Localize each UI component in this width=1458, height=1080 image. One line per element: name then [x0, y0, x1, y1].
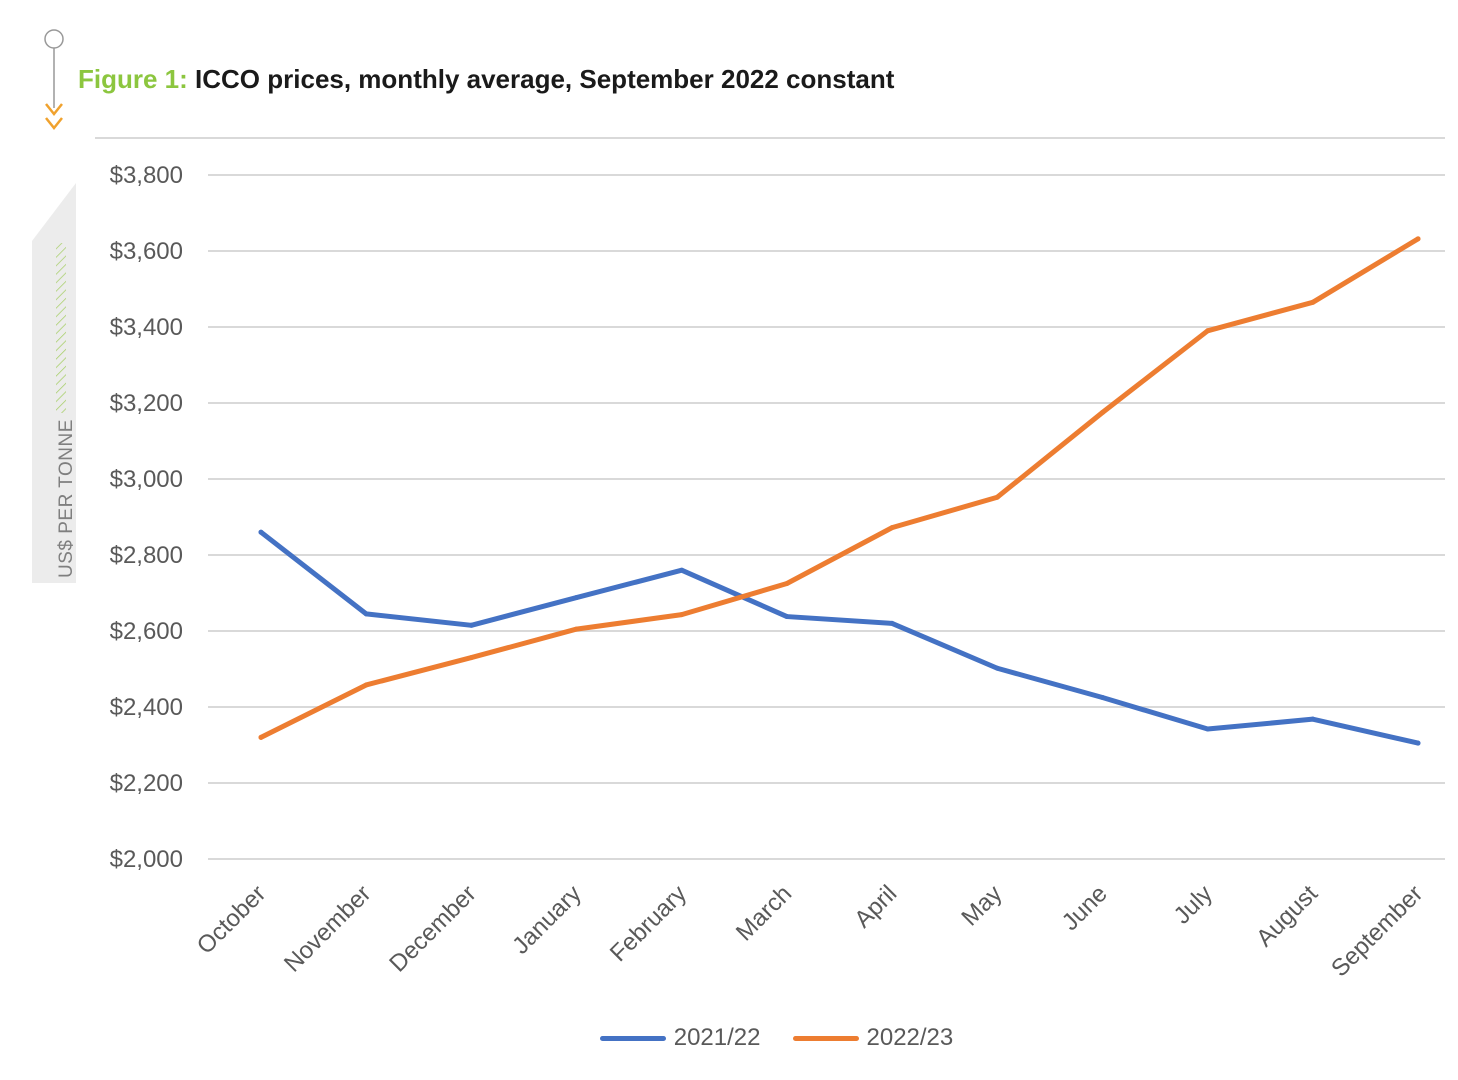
figure-label: Figure 1: — [78, 64, 188, 94]
y-tick-label: $2,800 — [110, 542, 183, 569]
x-tick-label: May — [956, 880, 1007, 931]
data-point — [889, 620, 895, 626]
data-point — [994, 665, 1000, 671]
legend-item-2021-22: 2021/22 — [505, 1024, 761, 1052]
x-tick-label: August — [1251, 880, 1323, 952]
data-point — [363, 611, 369, 617]
data-point — [258, 734, 264, 740]
data-point — [258, 529, 264, 535]
legend-item-2022-23: 2022/23 — [792, 1024, 954, 1052]
x-tick-label: July — [1169, 880, 1218, 929]
data-point — [1099, 410, 1105, 415]
y-tick-label: $2,200 — [110, 770, 183, 797]
series-line-2021-22 — [258, 529, 1421, 746]
data-point — [994, 494, 1000, 500]
series-line-2022-23 — [258, 236, 1421, 740]
y-tick-label: $3,000 — [110, 466, 183, 493]
data-point — [1310, 299, 1316, 305]
y-tick-label: $3,400 — [110, 314, 183, 341]
y-tick-label: $3,200 — [110, 390, 183, 417]
figure-marker-icon — [44, 29, 64, 131]
data-point — [468, 622, 474, 628]
data-point — [784, 614, 790, 620]
x-tick-label: September — [1326, 880, 1428, 982]
data-point — [784, 581, 790, 586]
x-tick-label: December — [384, 880, 481, 977]
data-point — [1310, 716, 1316, 722]
y-tick-label: $2,000 — [110, 846, 183, 873]
legend-label-2021-22: 2021/22 — [673, 1024, 761, 1051]
title-divider — [95, 137, 1445, 139]
data-point — [1099, 695, 1105, 700]
figure-title-text: ICCO prices, monthly average, September … — [195, 64, 895, 94]
figure-header: Figure 1: ICCO prices, monthly average, … — [0, 0, 1458, 140]
y-tick-label: $3,800 — [110, 162, 183, 189]
data-point — [889, 525, 895, 531]
y-tick-label: $2,600 — [110, 618, 183, 645]
data-point — [363, 682, 369, 688]
data-point — [679, 612, 685, 618]
data-point — [679, 567, 685, 573]
x-tick-label: February — [605, 880, 692, 967]
x-tick-label: March — [731, 880, 797, 946]
x-tick-label: June — [1057, 880, 1113, 936]
legend-swatch-2021-22 — [599, 1035, 666, 1041]
x-tick-label: October — [192, 880, 271, 959]
data-point — [574, 626, 580, 632]
data-point — [1415, 236, 1421, 242]
data-point — [1205, 726, 1211, 732]
figure-title: Figure 1: ICCO prices, monthly average, … — [78, 64, 894, 95]
y-tick-label: $3,600 — [110, 238, 183, 265]
legend-label-2022-23: 2022/23 — [866, 1024, 954, 1051]
x-tick-label: November — [279, 880, 376, 977]
data-point — [1205, 328, 1211, 334]
x-tick-label: April — [849, 880, 902, 933]
line-chart: $2,000 $2,200 $2,400 $2,600 $2,800 $3,000 $3,2… — [110, 162, 1445, 982]
ylabel-banner — [32, 183, 76, 583]
data-point — [468, 655, 474, 661]
y-tick-label: $2,400 — [110, 694, 183, 721]
legend-swatch-2022-23 — [792, 1035, 859, 1041]
data-point — [574, 595, 580, 601]
x-tick-label: January — [507, 880, 586, 959]
chart-legend: 2021/22 2022/23 — [0, 1024, 1458, 1052]
data-point — [1415, 740, 1421, 746]
